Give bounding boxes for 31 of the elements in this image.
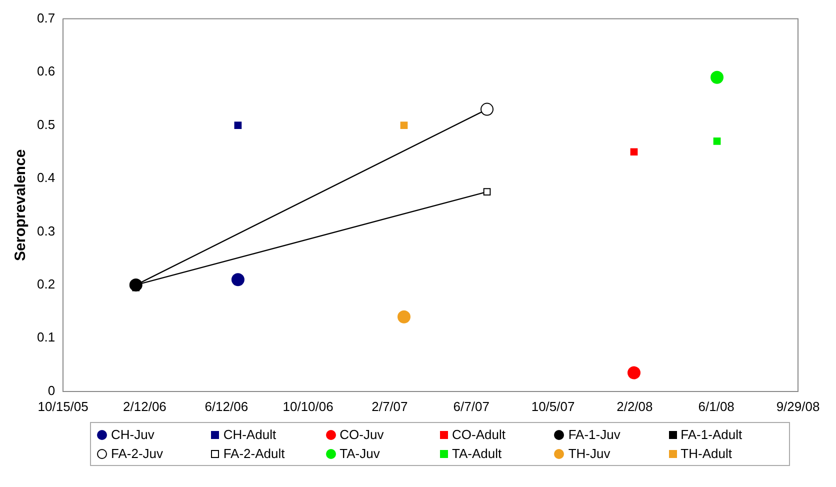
x-tick-label: 10/5/07 (531, 398, 575, 414)
x-tick-label: 6/1/08 (698, 398, 734, 414)
legend-label: TA-Juv (340, 446, 380, 461)
y-tick-label: 0.1 (36, 330, 56, 345)
x-tick-label: 10/15/05 (38, 398, 88, 414)
y-tick-label: 0.4 (36, 170, 56, 186)
legend-label: CO-Adult (452, 427, 506, 442)
legend-label: FA-2-Juv (111, 446, 164, 461)
legend-label: TH-Juv (568, 446, 610, 461)
legend-label: TH-Adult (680, 446, 732, 461)
y-tick-label: 0.5 (36, 116, 56, 132)
legend-label: CH-Juv (111, 427, 154, 442)
legend-label: CH-Adult (223, 427, 276, 442)
x-tick-label: 6/12/06 (204, 398, 248, 414)
legend-label: FA-1-Adult (680, 427, 742, 442)
legend-label: CO-Juv (340, 427, 384, 442)
y-tick-label: 0.7 (36, 10, 56, 26)
y-tick-label: 0 (48, 382, 56, 398)
legend-label: TA-Adult (452, 446, 502, 461)
x-tick-label: 9/29/08 (776, 398, 820, 414)
x-tick-label: 2/2/08 (616, 398, 653, 414)
legend-label: FA-2-Adult (223, 446, 285, 461)
legend-label: FA-1-Juv (568, 427, 620, 442)
x-tick-label: 2/7/07 (372, 398, 408, 414)
y-axis-title: Seroprevalence (12, 149, 30, 261)
y-tick-label: 0.6 (36, 64, 56, 79)
y-tick-label: 0.2 (36, 276, 56, 292)
x-tick-label: 2/12/06 (123, 398, 166, 414)
x-tick-label: 6/7/07 (453, 398, 490, 414)
x-tick-label: 10/10/06 (282, 398, 334, 414)
y-tick-label: 0.3 (36, 223, 56, 238)
